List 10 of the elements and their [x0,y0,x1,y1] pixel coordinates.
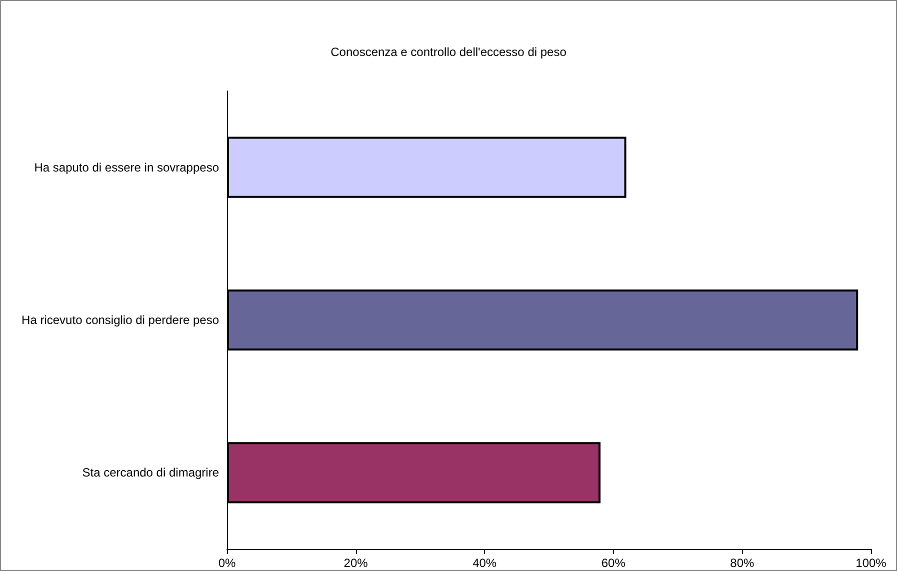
x-tick-label: 0% [218,556,236,570]
x-tick-label: 40% [472,556,497,570]
y-tick-label: Ha saputo di essere in sovrappeso [34,160,220,174]
x-tick-label: 20% [344,556,368,570]
x-tick-label: 100% [856,556,887,570]
y-tick-label: Sta cercando di dimagrire [82,466,220,480]
x-tick-label: 80% [730,556,755,570]
y-tick-label: Ha ricevuto consiglio di perdere peso [22,313,220,327]
x-tick-label: 60% [601,556,626,570]
chart-title: Conoscenza e controllo dell'eccesso di peso [330,45,567,59]
